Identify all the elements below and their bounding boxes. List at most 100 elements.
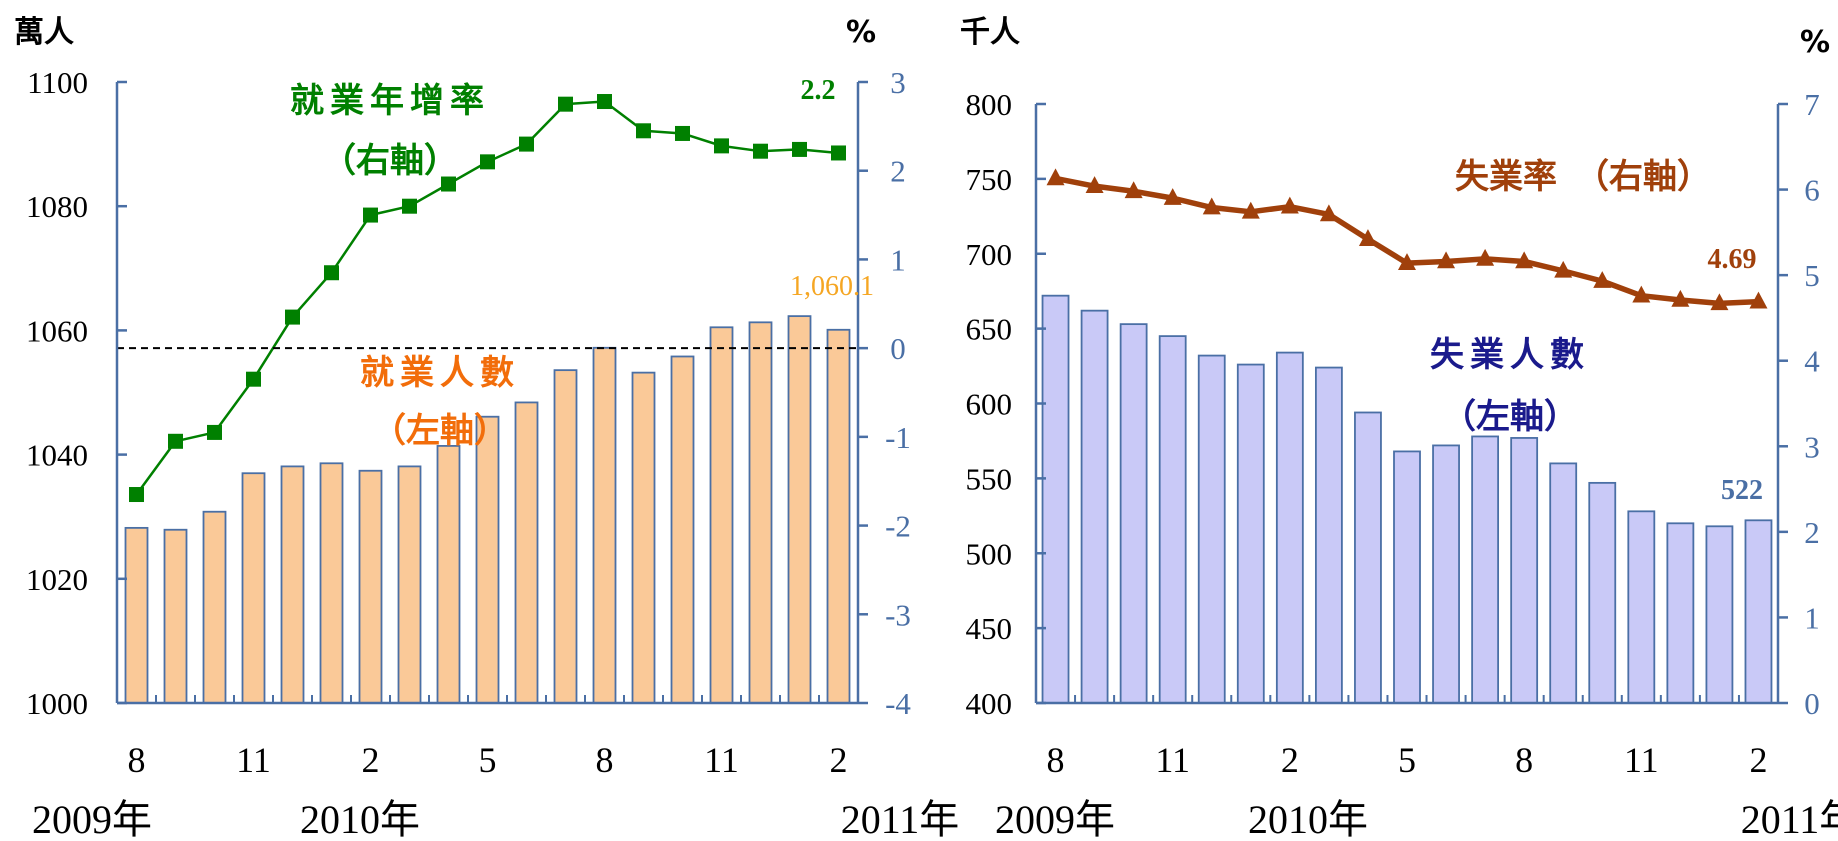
employment-line-marker [129,487,144,503]
employment-line-marker [558,96,573,112]
year-label: 2009年 [995,797,1115,841]
left-chart-left-unit: 萬人 [14,15,74,50]
right-y-tick-label: -4 [885,686,911,721]
unemployment-line-marker [1632,285,1651,303]
unemployment-bar [1119,323,1148,704]
employment-bar [553,369,578,704]
unemployment-line-marker [1476,248,1495,266]
employment-line-marker [597,94,612,110]
employment-line-marker [636,123,651,139]
employment-growth-series-label: 就業年增率 [290,81,490,121]
left-y-tick-label: 800 [966,87,1013,122]
employment-bar [787,315,812,704]
unemployment-line-marker [1202,197,1221,215]
employment-axis-note: （左軸） [372,411,508,451]
unemployment-axes: 400 450 500 550 600 650 700 750 800 0 1 2 3 4 5 6 7 8 11 2 5… [966,87,1838,841]
left-y-tick-label: 450 [966,611,1013,646]
employment-line-marker [402,198,417,214]
employment-line-marker [753,143,768,159]
employment-line-marker [363,207,378,223]
left-y-tick-label: 1100 [27,65,88,100]
unemployment-bar [1744,519,1773,704]
unemployment-line-marker [1241,201,1260,219]
unemployment-line-marker [1163,188,1182,205]
right-y-tick-label: -1 [885,420,911,455]
employment-bar [319,462,344,704]
right-y-tick-label: 3 [890,65,906,100]
unemployment-rate-end-label: 4.69 [1708,244,1757,275]
employment-end-label: 1,060.1 [790,271,874,302]
unemployment-bar [1627,510,1656,704]
unemployment-bar [1236,363,1265,704]
right-y-tick-label: -2 [885,509,911,544]
employment-bar [202,510,227,704]
year-label: 2010年 [1248,797,1368,841]
right-y-tick-label: 0 [890,331,906,366]
year-label: 2011年 [841,797,960,841]
employment-line-marker [675,125,690,141]
right-y-tick-label: 1 [890,242,906,277]
unemployment-bar [1588,481,1617,704]
right-y-tick-label: 4 [1804,344,1820,379]
employment-bar [163,528,188,704]
unemployment-bar [1432,444,1460,704]
employment-growth-end-label: 2.2 [801,75,836,106]
year-label: 2011年 [1741,797,1838,841]
employment-bar [124,526,149,704]
employment-bar [436,445,461,704]
unemployment-bar [1549,462,1578,704]
unemployment-bar [1197,354,1226,704]
unemployment-line-marker [1398,253,1416,270]
x-tick-label: 2 [1281,740,1299,780]
employment-bar [709,326,734,704]
x-tick-label: 11 [1155,740,1190,780]
x-tick-label: 2 [362,740,380,780]
right-y-tick-label: 0 [1804,686,1820,721]
left-y-tick-label: 600 [966,387,1013,422]
employment-axes: 1000 1020 1040 1060 1080 1100 -4 -3 -2 -1 0 1 2 3 8 11 2… [26,65,959,841]
employment-bar [592,346,617,704]
unemployment-rate-series-label: 失業率 [1455,157,1557,197]
employment-bar [397,465,422,704]
x-tick-label: 11 [236,740,271,780]
unemployment-line-marker [1280,196,1299,214]
unemployment-bar [1158,335,1187,704]
employment-bar [358,469,383,704]
employment-line-marker [441,176,456,192]
employment-chart: 1000 1020 1040 1060 1080 1100 -4 -3 -2 -1 0 1 2 3 8 11 2… [14,15,959,841]
employment-bar [670,355,695,704]
unemployment-bar [1393,450,1421,704]
employment-growth-line [129,94,846,503]
year-label: 2009年 [32,797,152,841]
right-y-tick-label: 5 [1804,258,1820,293]
x-tick-label: 5 [1398,740,1416,780]
left-y-tick-label: 1000 [26,686,88,721]
year-label: 2010年 [300,797,420,841]
employment-line-marker [285,309,300,325]
unemployment-bar [1314,366,1343,704]
employment-series-label: 就業人數 [360,353,520,393]
x-tick-label: 5 [479,740,497,780]
employment-bar [241,472,266,704]
unemployment-bar [1705,525,1734,704]
right-chart-left-unit: 千人 [960,15,1020,50]
employment-growth-axis-note: （右軸） [322,141,458,181]
unemployment-line-marker [1319,204,1338,222]
employment-line-marker [831,145,846,161]
unemployment-line-marker [1046,168,1065,186]
left-y-tick-label: 1080 [26,189,88,224]
x-tick-label: 2 [1749,740,1767,780]
unemployment-chart: 400 450 500 550 600 650 700 750 800 0 1 2 3 4 5 6 7 8 11 2 5… [960,15,1838,841]
left-y-tick-label: 500 [966,536,1013,571]
unemployment-line-marker [1671,289,1690,307]
employment-bar [826,328,851,704]
unemployment-line-marker [1554,260,1573,278]
employment-line-marker [714,138,729,154]
x-tick-label: 11 [1624,740,1659,780]
employment-line-marker [207,424,222,440]
employment-line-marker [324,265,339,281]
right-y-tick-label: 3 [1804,429,1820,464]
unemployment-bar [1471,435,1500,704]
employment-line-marker [792,141,807,157]
